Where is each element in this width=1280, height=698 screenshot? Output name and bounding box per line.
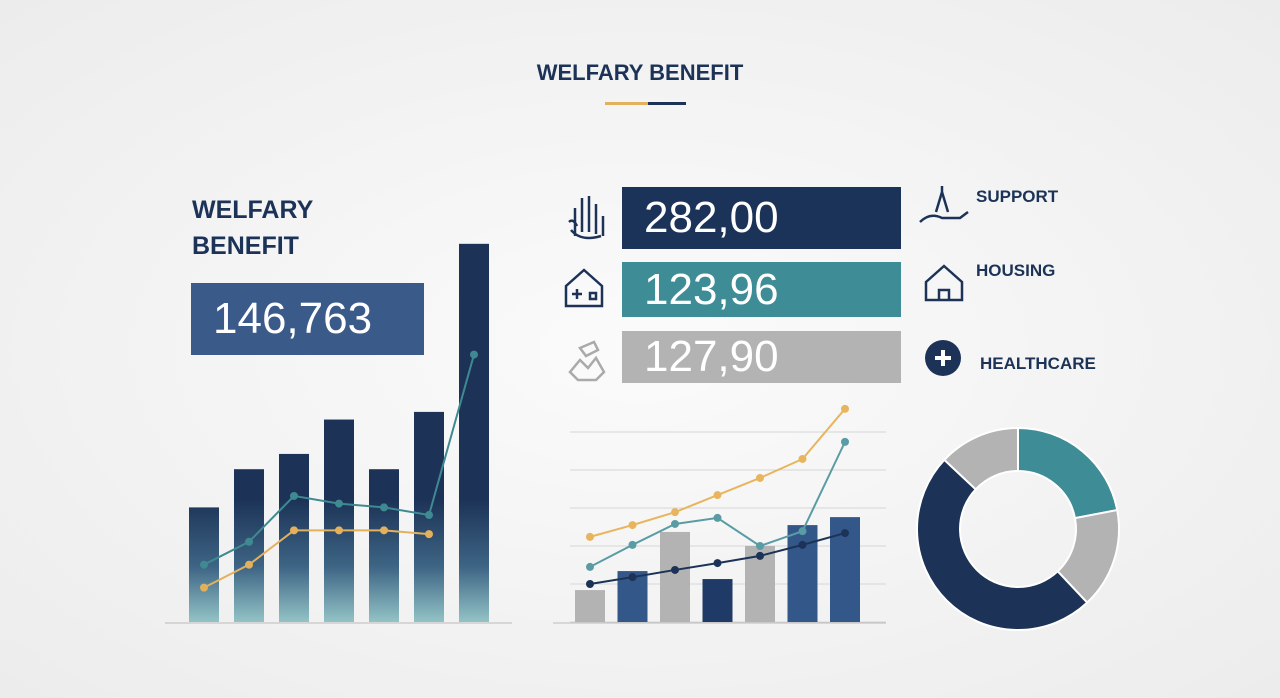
trend-point (425, 511, 433, 520)
stat-label: HOUSING (976, 261, 1056, 280)
trend-line (203, 529, 430, 589)
trend-point (200, 583, 208, 592)
care-icon (568, 340, 606, 382)
trend-point (756, 551, 764, 560)
trend-point (628, 540, 637, 549)
trend-point (425, 530, 433, 539)
trend-point (470, 350, 478, 359)
bar (324, 419, 354, 622)
trend-point (380, 503, 388, 512)
page-title: WELFARY BENEFIT (536, 60, 744, 85)
trend-point (290, 526, 298, 535)
bar (369, 469, 399, 622)
donut-slice (916, 458, 1089, 631)
stat-value: 123,96 (622, 262, 901, 317)
bar (575, 590, 605, 622)
stat-label: SUPPORT (976, 187, 1059, 206)
icons (564, 186, 969, 382)
healthcare-icon (935, 350, 951, 366)
bar (787, 525, 818, 622)
support-icon (919, 186, 969, 223)
trend-point (671, 519, 679, 528)
title-underline (648, 102, 686, 105)
donut-slice (942, 426, 1019, 491)
stat-label: HEALTHCARE (980, 354, 1096, 373)
trend-point (380, 526, 388, 535)
trend-point (335, 526, 343, 535)
trend-point (245, 560, 253, 569)
bar (702, 579, 733, 622)
trend-point (713, 559, 722, 568)
title-underline (605, 102, 648, 105)
trend-point (671, 508, 679, 517)
trend-point (841, 437, 849, 446)
hand-icon (568, 196, 605, 240)
trend-point (756, 542, 764, 550)
trend-point (798, 527, 807, 536)
trend-point (586, 532, 594, 541)
house-icon (564, 268, 604, 308)
stat-value: 127,90 (622, 331, 901, 383)
trend-point (841, 404, 849, 413)
bar (459, 243, 489, 622)
stat-value: 282,00 (622, 187, 901, 249)
trend-point (713, 491, 722, 500)
trend-point (335, 499, 343, 508)
trend-point (628, 573, 637, 582)
trend-point (841, 529, 849, 538)
trend-point (756, 473, 764, 482)
housing-icon (924, 264, 964, 302)
trend-point (586, 562, 594, 571)
trend-point (798, 540, 807, 549)
trend-point (586, 580, 594, 588)
trend-point (628, 521, 637, 530)
trend-point (245, 537, 253, 546)
donut-slice (1017, 426, 1119, 520)
trend-point (713, 513, 722, 522)
kpi-value: 146,763 (191, 283, 424, 355)
kpi-title: WELFARY BENEFIT (192, 196, 313, 260)
trend-point (798, 454, 807, 463)
trend-point (290, 491, 298, 500)
bar (660, 531, 690, 622)
trend-point (200, 560, 208, 569)
trend-point (671, 565, 679, 574)
